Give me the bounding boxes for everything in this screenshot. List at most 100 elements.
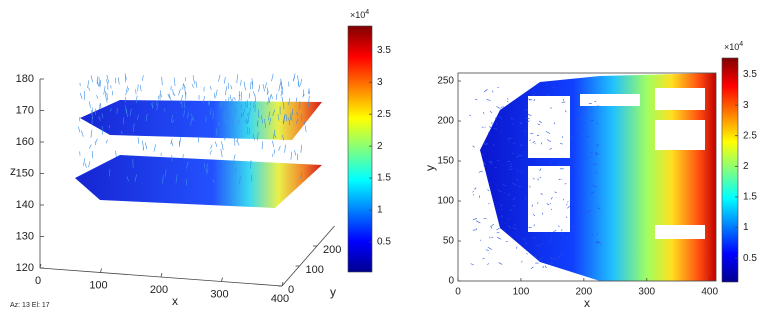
arrow (553, 257, 557, 260)
arrow (96, 79, 100, 87)
arrow (537, 123, 540, 125)
z-tick-label: 130 (16, 230, 34, 242)
arrow (172, 119, 175, 123)
arrow (583, 110, 586, 114)
arrow (278, 84, 281, 92)
colorbar-tick-label: 2 (377, 141, 383, 152)
exponent: 4 (739, 41, 743, 48)
arrow (562, 232, 564, 236)
arrow (512, 197, 516, 200)
arrow (536, 134, 540, 136)
arrow (490, 162, 493, 165)
arrow (475, 228, 477, 231)
x-tick (221, 277, 223, 282)
arrow (469, 114, 471, 117)
arrow (126, 176, 129, 182)
arrow (504, 192, 506, 194)
arrow (297, 75, 300, 84)
arrow (212, 111, 214, 120)
arrow (87, 80, 89, 88)
arrow (282, 134, 285, 141)
arrow (139, 84, 142, 92)
arrow (561, 101, 566, 103)
z-tick-label: 150 (16, 167, 34, 179)
arrow (233, 154, 236, 160)
arrow (225, 117, 228, 123)
arrow (220, 101, 224, 108)
arrow (104, 94, 108, 103)
arrow (490, 223, 495, 227)
arrow (553, 229, 557, 232)
arrow (516, 178, 518, 182)
arrow (212, 179, 215, 183)
arrow (88, 87, 91, 91)
y-tick-label: 0 (448, 276, 454, 287)
arrow (79, 93, 83, 99)
arrow (483, 89, 488, 92)
right-plot (469, 73, 716, 281)
arrow (514, 223, 516, 227)
left-plot (75, 73, 322, 208)
arrow (545, 93, 550, 97)
arrow (498, 189, 502, 193)
arrow (512, 182, 517, 186)
arrow (297, 84, 300, 88)
arrow (81, 130, 84, 137)
arrow (283, 115, 286, 125)
arrow (224, 86, 228, 96)
arrow (132, 123, 135, 132)
arrow (300, 144, 303, 153)
arrow (270, 93, 273, 99)
arrow (524, 241, 528, 245)
arrow (553, 122, 556, 125)
arrow (96, 95, 99, 99)
arrow (539, 168, 542, 172)
arrow (285, 114, 288, 122)
arrow (537, 244, 541, 247)
arrow (562, 254, 564, 256)
z-tick-label: 120 (16, 262, 34, 274)
colorbar-multiplier: ×104 (724, 41, 743, 53)
arrow (162, 175, 164, 184)
arrow (187, 112, 189, 119)
arrow (538, 257, 544, 260)
arrow (486, 99, 491, 101)
arrow (240, 79, 242, 86)
arrow (470, 263, 474, 266)
arrow (520, 170, 523, 173)
arrow (246, 99, 249, 108)
arrow (512, 117, 514, 120)
arrow (229, 94, 232, 103)
colorbar-tick-label: 0.5 (743, 253, 757, 264)
arrow (574, 130, 577, 132)
multiplier: ×10 (724, 42, 739, 52)
arrow (246, 119, 249, 125)
arrow (506, 100, 509, 103)
x-tick (160, 272, 163, 278)
arrow (522, 237, 526, 240)
arrow (250, 81, 252, 90)
colorbar-multiplier: ×104 (350, 9, 369, 21)
arrow (576, 256, 578, 259)
arrow (242, 108, 246, 117)
arrow (472, 190, 474, 193)
arrow (249, 107, 251, 115)
arrow (496, 227, 500, 231)
x-tick-label: 200 (150, 284, 168, 296)
arrow (99, 80, 102, 88)
arrow (134, 174, 137, 182)
arrow (173, 77, 176, 87)
arrow (171, 114, 173, 123)
arrow (180, 95, 183, 104)
arrow (236, 140, 240, 146)
z-label: z (10, 164, 16, 178)
arrow (500, 106, 505, 108)
arrow (159, 90, 162, 98)
arrow (281, 96, 284, 103)
arrow (238, 94, 241, 102)
arrow (560, 142, 563, 145)
arrow (224, 115, 227, 125)
arrow (190, 118, 193, 126)
arrow (512, 227, 517, 230)
arrow (209, 150, 212, 155)
